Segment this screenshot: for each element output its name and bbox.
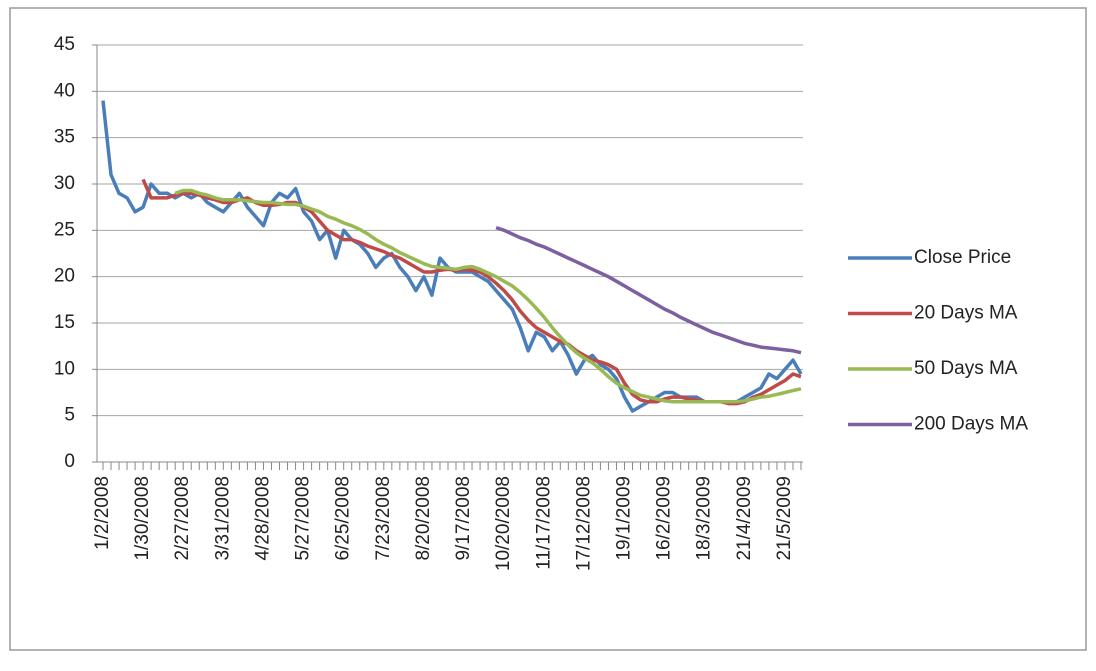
x-tick-label: 6/25/2008	[333, 476, 354, 561]
legend-label: Close Price	[914, 247, 1011, 268]
legend-label: 20 Days MA	[914, 303, 1018, 324]
x-tick-label: 8/20/2008	[413, 476, 434, 561]
x-tick-label: 21/4/2009	[734, 476, 755, 561]
x-tick-label: 1/30/2008	[132, 476, 153, 561]
y-tick-label: 15	[54, 312, 75, 333]
x-tick-label: 5/27/2008	[293, 476, 314, 561]
series-line	[495, 225, 802, 355]
legend-label: 200 Days MA	[914, 414, 1028, 435]
x-tick-label: 17/12/2008	[573, 476, 594, 571]
x-tick-label: 19/1/2009	[614, 476, 635, 561]
x-tick-label: 16/2/2009	[654, 476, 675, 561]
y-tick-label: 5	[64, 405, 75, 426]
x-tick-label: 3/31/2008	[212, 476, 233, 561]
x-tick-label: 21/5/2009	[774, 476, 795, 561]
x-tick-label: 1/2/2008	[92, 476, 113, 550]
y-tick-label: 45	[54, 34, 75, 55]
y-tick-label: 25	[54, 219, 75, 240]
y-tick-label: 20	[54, 266, 75, 287]
y-tick-label: 40	[54, 80, 75, 101]
x-tick-label: 2/27/2008	[172, 476, 193, 561]
y-tick-label: 10	[54, 358, 75, 379]
y-tick-label: 30	[54, 173, 75, 194]
x-tick-label: 10/20/2008	[493, 476, 514, 571]
y-tick-label: 35	[54, 127, 75, 148]
x-tick-label: 9/17/2008	[453, 476, 474, 561]
y-tick-label: 0	[64, 451, 75, 472]
x-tick-label: 4/28/2008	[252, 476, 273, 561]
x-tick-label: 11/17/2008	[533, 476, 554, 570]
x-tick-label: 7/23/2008	[373, 476, 394, 561]
series-line	[174, 188, 802, 404]
legend-label: 50 Days MA	[914, 358, 1018, 379]
x-tick-label: 18/3/2009	[694, 476, 715, 561]
chart-frame	[9, 7, 1087, 651]
